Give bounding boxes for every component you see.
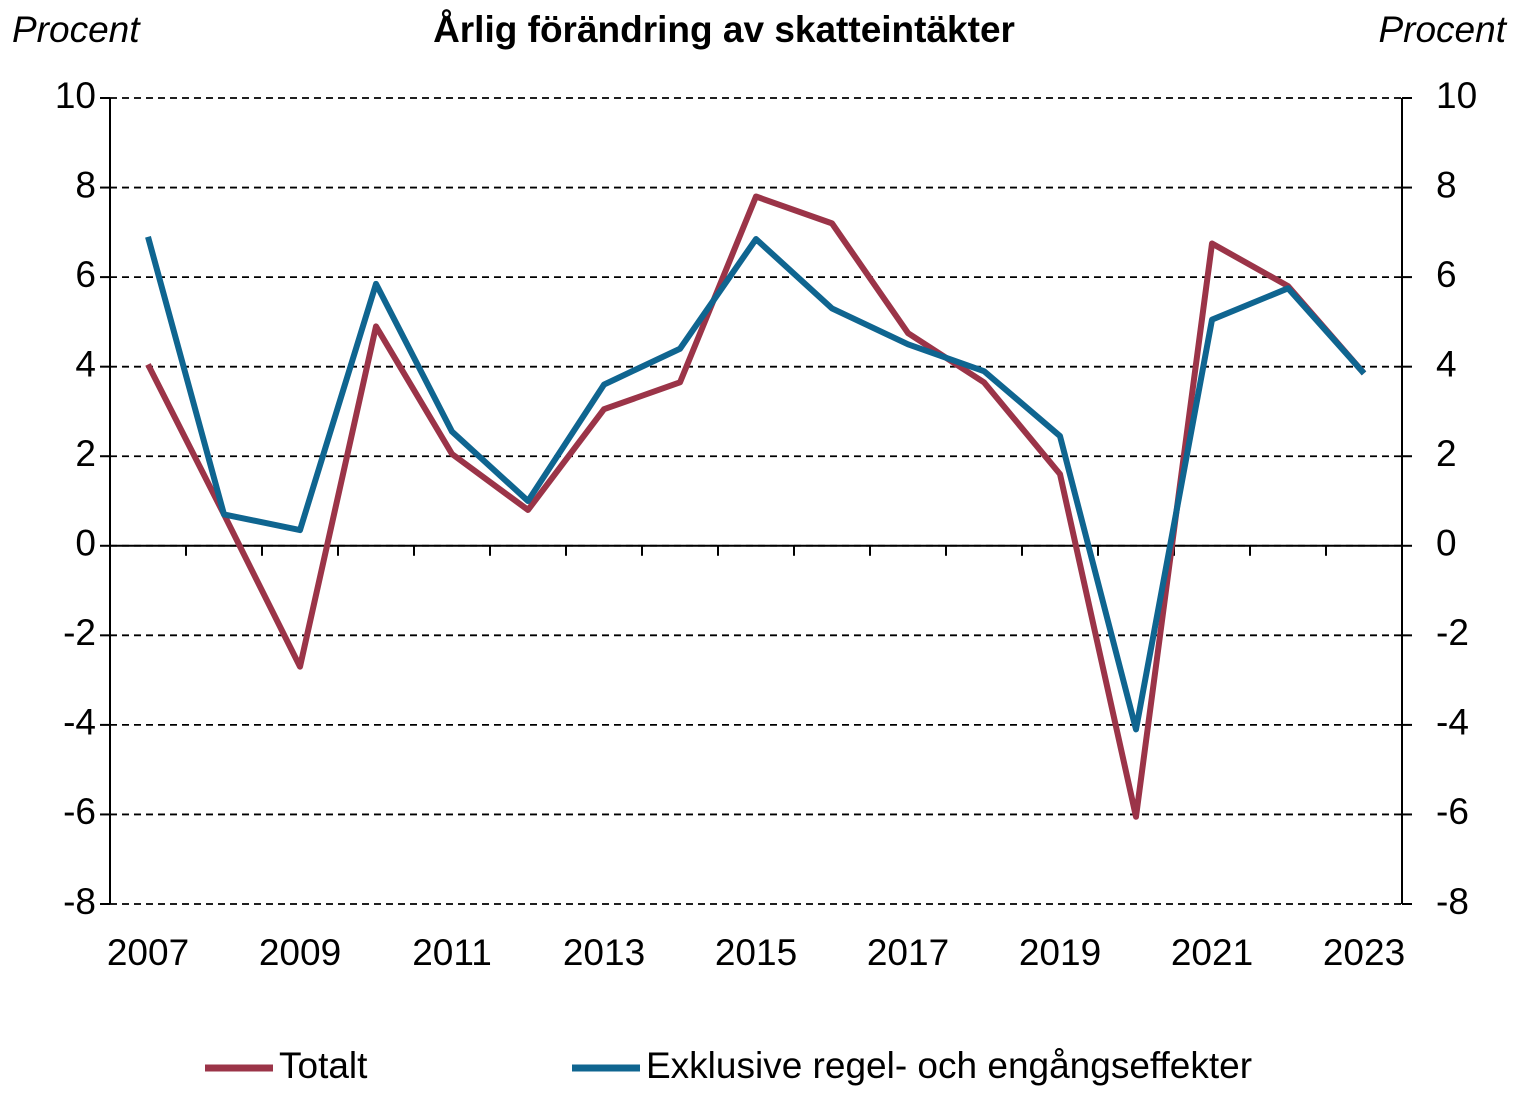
y-tick-label: 0 — [75, 523, 96, 564]
y-tick-label: 2 — [75, 433, 96, 474]
y-tick-label: 10 — [55, 75, 96, 116]
x-tick-label: 2015 — [715, 932, 797, 973]
x-tick-label: 2011 — [412, 932, 492, 973]
y2-tick-label: 4 — [1436, 343, 1457, 384]
y2-tick-label: 8 — [1436, 164, 1457, 205]
y-tick-label: -4 — [63, 702, 96, 743]
chart-title: Årlig förändring av skatteintäkter — [433, 9, 1015, 50]
y-tick-label: -2 — [63, 612, 96, 653]
y-tick-label: 4 — [75, 343, 96, 384]
x-tick-label: 2013 — [563, 932, 645, 973]
y2-axis-label: Procent — [1378, 9, 1507, 50]
line-series — [145, 193, 1367, 820]
x-tick-label: 2009 — [259, 932, 341, 973]
y-tick-label: 6 — [75, 254, 96, 295]
x-tick-label: 2023 — [1323, 932, 1405, 973]
x-tick-label: 2021 — [1171, 932, 1253, 973]
line-series — [145, 236, 1367, 733]
y-tick-label: -8 — [63, 881, 96, 922]
x-tick-label: 2019 — [1019, 932, 1101, 973]
y2-tick-label: 6 — [1436, 254, 1457, 295]
x-tick-label: 2017 — [867, 932, 949, 973]
y2-tick-label: 10 — [1436, 75, 1477, 116]
legend-label: Totalt — [279, 1045, 368, 1086]
legend-label: Exklusive regel- och engångseffekter — [646, 1045, 1252, 1086]
x-tick-label: 2007 — [107, 932, 189, 973]
y-tick-label: 8 — [75, 164, 96, 205]
y-tick-label: -6 — [63, 791, 96, 832]
y2-tick-label: 0 — [1436, 523, 1457, 564]
y2-tick-label: -2 — [1436, 612, 1469, 653]
y2-tick-label: 2 — [1436, 433, 1457, 474]
y-axis-label: Procent — [12, 9, 141, 50]
y2-tick-label: -4 — [1436, 702, 1469, 743]
y2-tick-label: -6 — [1436, 791, 1469, 832]
y2-tick-label: -8 — [1436, 881, 1469, 922]
